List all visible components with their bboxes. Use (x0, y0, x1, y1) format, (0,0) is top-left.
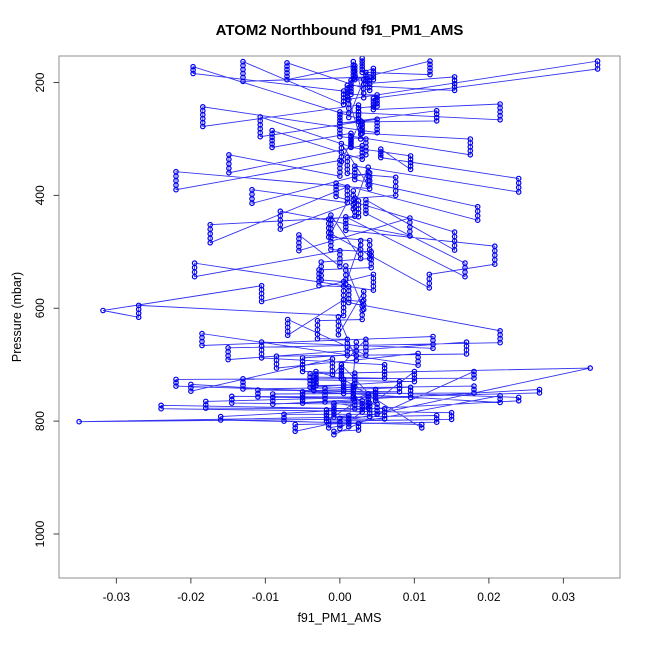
y-tick-label: 600 (33, 298, 47, 318)
x-tick-label: -0.01 (252, 590, 280, 604)
data-lines (79, 58, 599, 436)
x-tick-label: -0.03 (103, 590, 131, 604)
x-axis-ticks: -0.03 -0.02 -0.01 0.00 0.01 0.02 0.03 (103, 578, 576, 604)
y-tick-label: 400 (33, 185, 47, 205)
y-tick-label: 200 (33, 72, 47, 92)
x-axis-title: f91_PM1_AMS (297, 611, 382, 625)
x-tick-label: 0.02 (477, 590, 501, 604)
y-tick-label: 800 (33, 411, 47, 431)
x-tick-label: 0.03 (552, 590, 576, 604)
y-axis-ticks: 200 400 600 800 1000 (33, 72, 59, 547)
x-tick-label: -0.02 (177, 590, 205, 604)
chart-title: ATOM2 Northbound f91_PM1_AMS (215, 22, 464, 39)
x-tick-label: 0.01 (403, 590, 427, 604)
data-points (76, 55, 601, 438)
y-tick-label: 1000 (33, 520, 47, 547)
x-tick-label: 0.00 (328, 590, 352, 604)
